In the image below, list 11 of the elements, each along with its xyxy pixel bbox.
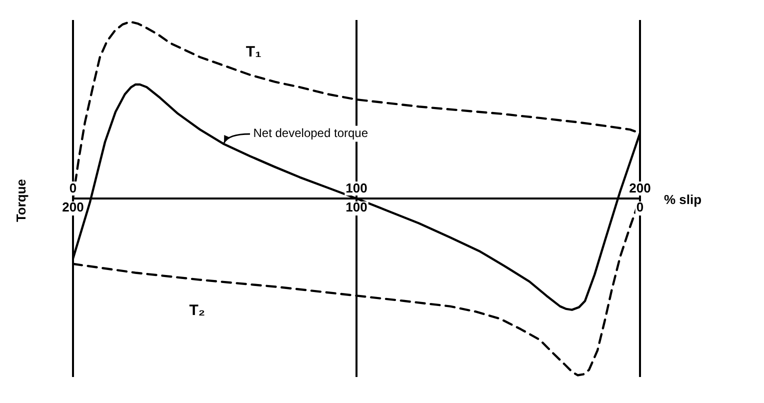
series-label: T₂ [189, 302, 206, 320]
x2-tick-label: 100 [346, 200, 368, 215]
x2-tick-label: 200 [62, 200, 84, 215]
x-tick-label: 0 [69, 180, 77, 196]
x-axis-title: % slip [664, 192, 702, 208]
x2-tick-label: 0 [636, 200, 644, 215]
y-axis-title: Torque [14, 178, 29, 222]
annotation: Net developed torque [253, 126, 368, 140]
series-label: T₁ [246, 43, 262, 60]
x-tick-label: 200 [629, 180, 651, 196]
x-tick-label: 100 [346, 180, 368, 196]
